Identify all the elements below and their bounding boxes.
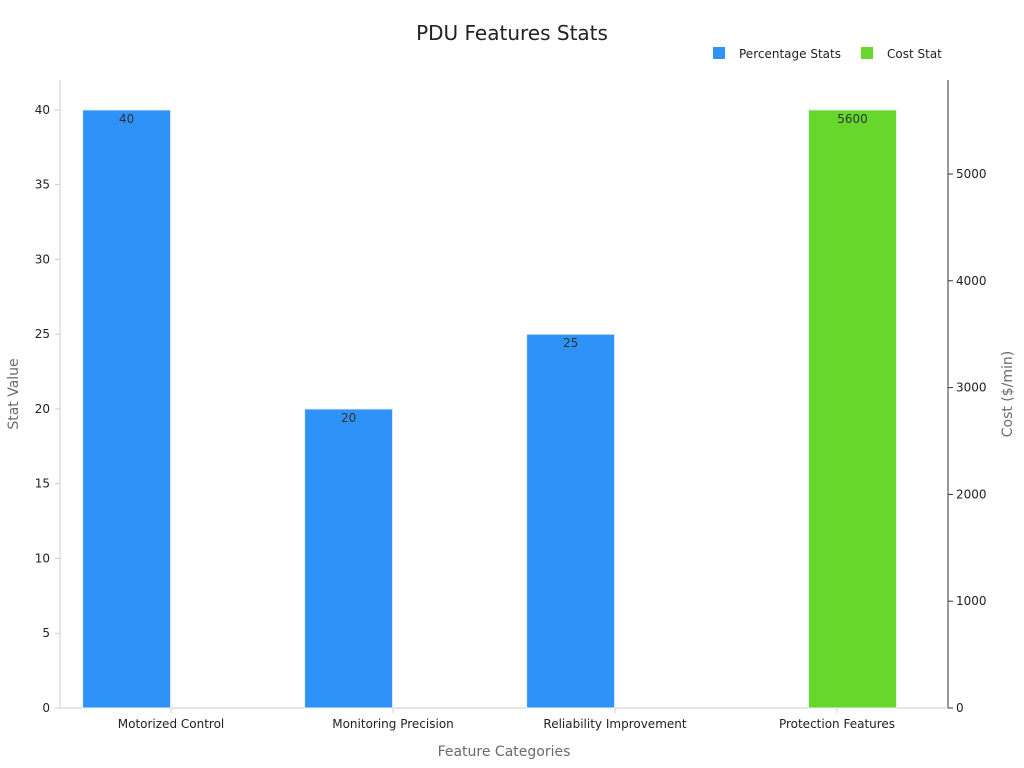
legend-swatch-cost-stat [861,47,873,59]
plot-area: 0 5 10 15 20 25 30 35 40 0 1000 2000 3000 4000 5000 Mot… [35,80,987,731]
legend-label-percentage-stats: Percentage Stats [739,47,841,61]
y2-tick-label: 4000 [956,274,987,288]
y-tick-label: 15 [35,477,50,491]
data-label-percentage-stats: 25 [563,336,578,350]
y-tick-label: 25 [35,327,50,341]
y2-tick-label: 2000 [956,487,987,501]
data-label-percentage-stats: 40 [119,112,134,126]
legend-swatch-percentage-stats [713,47,725,59]
legend-label-cost-stat: Cost Stat [887,47,942,61]
y-tick-label: 40 [35,103,50,117]
x-tick-label: Motorized Control [118,717,225,731]
x-axis-title: Feature Categories [438,744,571,760]
data-label-cost-stat: 5600 [837,112,868,126]
chart-title: PDU Features Stats [416,21,608,45]
y2-axis-title: Cost ($/min) [1000,351,1016,438]
x-tick-label: Protection Features [779,717,895,731]
legend: Percentage Stats Cost Stat [713,47,942,61]
y-tick-label: 10 [35,551,50,565]
data-label-percentage-stats: 20 [341,411,356,425]
y2-tick-label: 1000 [956,594,987,608]
y-tick-label: 20 [35,402,50,416]
y-tick-label: 5 [42,626,50,640]
y-tick-label: 0 [42,701,50,715]
x-tick-label: Reliability Improvement [543,717,686,731]
y2-tick-label: 3000 [956,381,987,395]
bar-percentage-stats [304,408,394,709]
bar-percentage-stats [526,333,616,709]
y-tick-label: 30 [35,252,50,266]
y-axis-title: Stat Value [6,358,22,429]
y-tick-label: 35 [35,178,50,192]
bar-cost-stat [808,109,898,709]
bar-percentage-stats [82,109,172,709]
x-tick-label: Monitoring Precision [332,717,454,731]
y2-tick-label: 0 [956,701,964,715]
y2-tick-label: 5000 [956,167,987,181]
